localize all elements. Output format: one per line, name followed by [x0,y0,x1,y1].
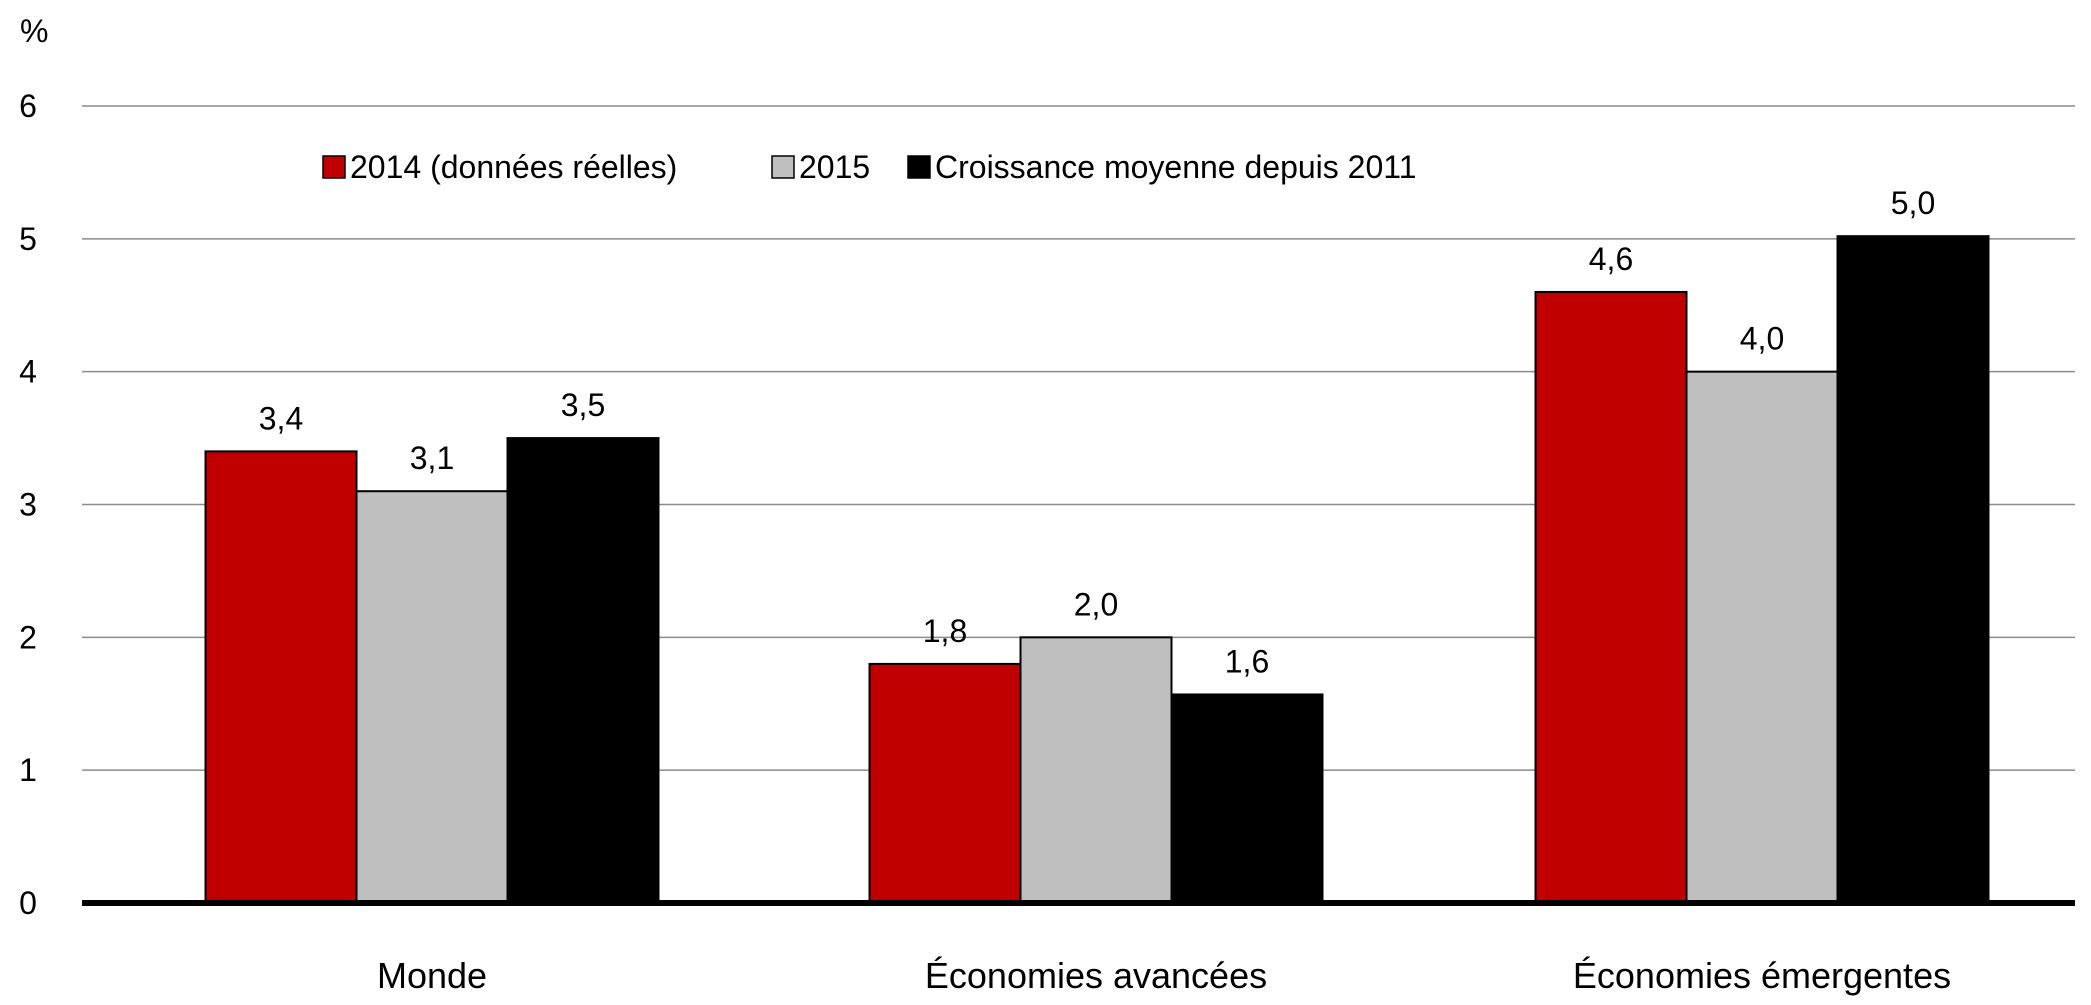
data-label: 1,6 [1225,643,1269,679]
category-label: Monde [377,955,487,996]
data-label: 3,5 [561,387,605,423]
data-label: 1,8 [923,613,967,649]
bar [1534,290,1688,904]
data-labels: 3,4 3,1 3,5 1,8 2,0 1,6 4,6 4,0 5,0 [259,185,1935,679]
bar [868,662,1022,905]
bar [1019,636,1173,904]
bar [355,490,509,904]
y-axis-ticks: 0 1 2 3 4 5 6 [19,88,37,921]
y-axis-unit-label: % [20,13,48,49]
y-tick-label: 3 [19,487,37,523]
bars [204,235,1990,905]
legend-swatch [771,155,795,179]
legend-swatch [322,155,346,179]
y-tick-label: 4 [19,354,37,390]
legend-label: 2015 [799,149,870,185]
data-label: 3,4 [259,400,303,436]
category-label: Économies émergentes [1573,955,1951,996]
bar [1836,235,1990,904]
category-labels: Monde Économies avancées Économies émergen… [377,955,1951,996]
data-label: 4,6 [1589,241,1633,277]
y-tick-label: 0 [19,885,37,921]
legend-label: Croissance moyenne depuis 2011 [935,149,1416,185]
legend-label: 2014 (données réelles) [350,149,677,185]
data-label: 4,0 [1740,321,1784,357]
data-label: 2,0 [1074,586,1118,622]
y-tick-label: 6 [19,88,37,124]
data-label: 5,0 [1891,185,1935,221]
bar [204,450,358,904]
category-label: Économies avancées [925,955,1267,996]
bar [506,437,660,904]
bar [1685,370,1839,904]
bar [1170,693,1324,904]
data-label: 3,1 [410,440,454,476]
legend: 2014 (données réelles) 2015 Croissance moy… [322,149,1416,185]
y-tick-label: 1 [19,752,37,788]
y-tick-label: 5 [19,221,37,257]
legend-swatch [907,155,931,179]
y-tick-label: 2 [19,619,37,655]
